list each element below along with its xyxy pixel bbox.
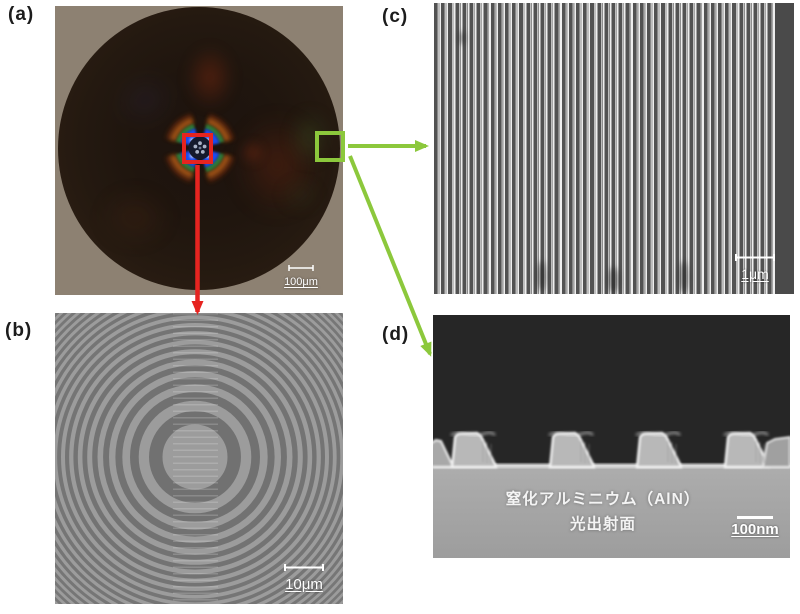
diffraction-glow-right [235,115,320,215]
green-roi-box [315,131,345,162]
panel-d-label: (d) [382,324,410,345]
diffraction-glow-warm [100,190,170,245]
scale-bar-d-line [737,516,773,519]
moire-streak [173,313,218,604]
panel-c-sem-grating: 1μm [434,3,794,294]
panel-b-label: (b) [5,320,33,341]
scale-bar-b: 10μm [283,559,325,593]
diffraction-glow-top [185,45,235,110]
annotation-surface: 光出射面 [569,516,636,533]
annotation-material: 窒化アルミニウム（AlN） [505,491,701,508]
grating-smudge [537,261,546,291]
panel-c-label: (c) [382,6,409,27]
diffraction-glow-green [290,110,330,165]
diffraction-glow-green2 [280,180,320,210]
grating-smudge [679,261,688,293]
scale-bar-a-ticks [288,265,314,271]
panel-b-sem-zone-plate: 10μm [55,313,343,604]
scale-bar-c-ticks [735,254,775,261]
scale-bar-d: 100nm [729,516,781,538]
scale-bar-d-label: 100nm [731,521,779,538]
panel-d-sem-cross-section: 窒化アルミニウム（AlN） 光出射面 100nm [433,315,790,558]
diffraction-pattern [164,112,236,184]
scale-bar-c: 1μm [734,249,776,282]
grating-smudge [459,31,465,45]
cross-section-graphic [433,315,790,558]
scale-bar-b-label: 10μm [285,576,323,593]
scale-bar-b-ticks [284,564,324,571]
scale-bar-a-label: 100μm [284,276,318,288]
grating-smudge [608,267,619,293]
scale-bar-c-label: 1μm [741,266,769,282]
panel-a-label: (a) [8,4,35,25]
scale-bar-a: 100μm [281,259,321,289]
diffraction-glow-inner [240,140,265,165]
red-roi-box [182,133,213,164]
panel-a-optical-micrograph: 100μm [55,6,343,295]
